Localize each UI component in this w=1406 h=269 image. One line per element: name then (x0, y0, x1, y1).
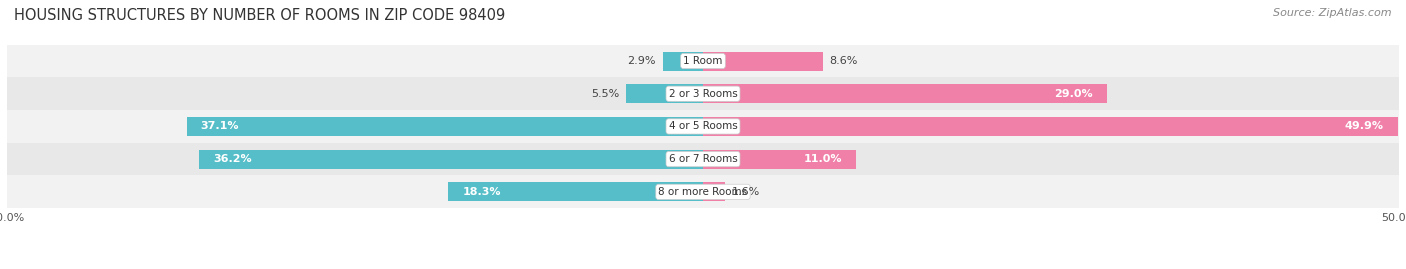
Bar (703, 182, 725, 201)
Text: 1 Room: 1 Room (683, 56, 723, 66)
Text: 8.6%: 8.6% (830, 56, 858, 66)
Text: 37.1%: 37.1% (201, 121, 239, 132)
Bar (627, 84, 703, 103)
Bar (7, 110, 1399, 143)
Text: 2 or 3 Rooms: 2 or 3 Rooms (669, 89, 737, 99)
Text: 2.9%: 2.9% (627, 56, 655, 66)
Text: 1.6%: 1.6% (733, 187, 761, 197)
Bar (662, 52, 703, 70)
Text: 49.9%: 49.9% (1344, 121, 1384, 132)
Bar (7, 143, 1399, 175)
Bar (7, 175, 1399, 208)
Bar (703, 52, 823, 70)
Bar (703, 117, 1398, 136)
Text: HOUSING STRUCTURES BY NUMBER OF ROOMS IN ZIP CODE 98409: HOUSING STRUCTURES BY NUMBER OF ROOMS IN… (14, 8, 505, 23)
Bar (200, 150, 703, 169)
Text: 6 or 7 Rooms: 6 or 7 Rooms (669, 154, 737, 164)
Bar (449, 182, 703, 201)
Bar (7, 45, 1399, 77)
Bar (703, 150, 856, 169)
Bar (703, 84, 1107, 103)
Text: 18.3%: 18.3% (463, 187, 501, 197)
Text: 36.2%: 36.2% (214, 154, 252, 164)
Text: Source: ZipAtlas.com: Source: ZipAtlas.com (1274, 8, 1392, 18)
Bar (187, 117, 703, 136)
Text: 4 or 5 Rooms: 4 or 5 Rooms (669, 121, 737, 132)
Bar (7, 77, 1399, 110)
Text: 8 or more Rooms: 8 or more Rooms (658, 187, 748, 197)
Text: 11.0%: 11.0% (804, 154, 842, 164)
Text: 29.0%: 29.0% (1054, 89, 1092, 99)
Text: 5.5%: 5.5% (592, 89, 620, 99)
